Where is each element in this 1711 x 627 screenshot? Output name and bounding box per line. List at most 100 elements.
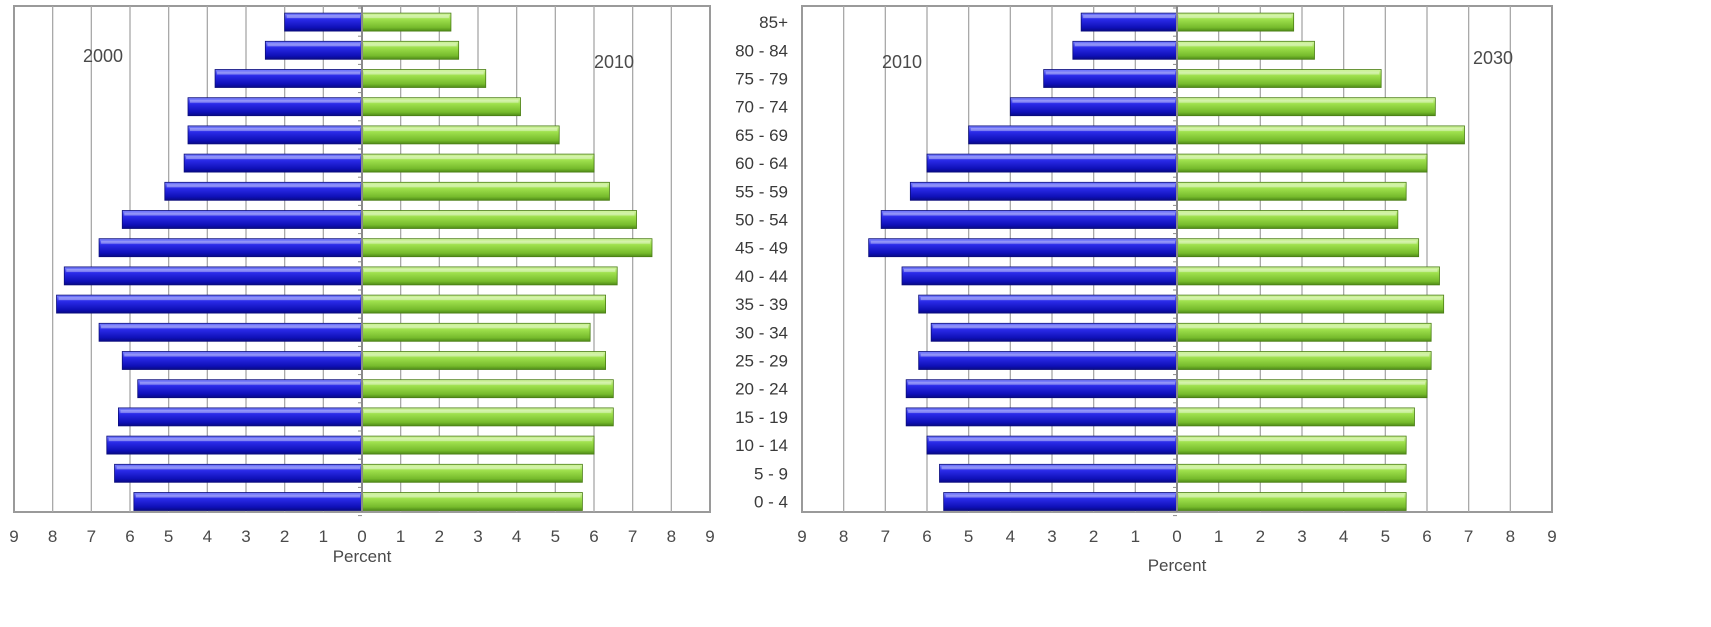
bar-highlight: [1179, 325, 1430, 329]
bar-highlight: [904, 268, 1175, 272]
age-group-label: 70 - 74: [735, 98, 788, 117]
bar-highlight: [970, 127, 1175, 131]
bar-highlight: [1179, 466, 1405, 470]
bar-highlight: [116, 466, 361, 470]
x-tick-label: 4: [203, 527, 212, 546]
x-tick-label: 7: [881, 527, 890, 546]
x-tick-label: 9: [797, 527, 806, 546]
bar-highlight: [1083, 15, 1175, 19]
x-tick-label: 1: [319, 527, 328, 546]
bar-highlight: [120, 409, 361, 413]
age-group-label: 55 - 59: [735, 182, 788, 201]
x-tick-label: 9: [1547, 527, 1556, 546]
bar-highlight: [186, 156, 360, 160]
bar-highlight: [908, 381, 1175, 385]
bar-highlight: [1179, 353, 1430, 357]
bar-highlight: [364, 184, 608, 188]
bar-highlight: [1179, 381, 1425, 385]
bar-highlight: [908, 409, 1175, 413]
age-group-label: 15 - 19: [735, 408, 788, 427]
x-tick-label: 8: [839, 527, 848, 546]
x-tick-label: 0: [357, 527, 366, 546]
bar-highlight: [1179, 409, 1413, 413]
x-tick-label: 8: [667, 527, 676, 546]
x-tick-label: 6: [125, 527, 134, 546]
x-tick-label: 2: [280, 527, 289, 546]
bar-highlight: [1179, 15, 1292, 19]
age-group-label: 80 - 84: [735, 41, 788, 60]
age-group-label: 60 - 64: [735, 154, 788, 173]
bar-highlight: [66, 268, 361, 272]
bar-highlight: [1179, 268, 1438, 272]
bar-highlight: [364, 325, 589, 329]
x-tick-label: 1: [396, 527, 405, 546]
bar-highlight: [920, 297, 1175, 301]
age-group-label: 0 - 4: [754, 493, 788, 512]
bar-highlight: [920, 353, 1175, 357]
bar-highlight: [139, 381, 360, 385]
bar-highlight: [364, 127, 558, 131]
bar-highlight: [364, 156, 592, 160]
bar-highlight: [124, 212, 361, 216]
bar-highlight: [364, 409, 612, 413]
x-tick-label: 7: [1464, 527, 1473, 546]
bar-highlight: [364, 381, 612, 385]
x-tick-label: 7: [628, 527, 637, 546]
x-tick-label: 5: [964, 527, 973, 546]
x-tick-label: 2: [1089, 527, 1098, 546]
bar-highlight: [945, 494, 1175, 498]
bar-highlight: [166, 184, 360, 188]
x-tick-label: 2: [435, 527, 444, 546]
bar-highlight: [364, 43, 457, 47]
bar-highlight: [101, 325, 361, 329]
x-axis-label: Percent: [1148, 556, 1207, 575]
bar-highlight: [364, 99, 519, 103]
x-tick-label: 6: [922, 527, 931, 546]
bar-highlight: [364, 268, 616, 272]
bar-highlight: [1179, 297, 1442, 301]
bar-highlight: [135, 494, 360, 498]
x-tick-label: 3: [1297, 527, 1306, 546]
bar-highlight: [1012, 99, 1175, 103]
bar-highlight: [1045, 71, 1175, 75]
x-tick-label: 2: [1256, 527, 1265, 546]
age-group-label: 75 - 79: [735, 70, 788, 89]
series-label-right: 2030: [1473, 48, 1513, 68]
x-tick-label: 4: [1006, 527, 1015, 546]
bar-highlight: [883, 212, 1175, 216]
x-tick-label: 6: [589, 527, 598, 546]
x-tick-label: 9: [705, 527, 714, 546]
bar-highlight: [267, 43, 360, 47]
bar-highlight: [58, 297, 361, 301]
bar-highlight: [1179, 184, 1405, 188]
bar-highlight: [364, 438, 592, 442]
bar-highlight: [1179, 438, 1405, 442]
bar-highlight: [364, 212, 635, 216]
bar-highlight: [929, 156, 1175, 160]
bar-highlight: [364, 71, 484, 75]
x-tick-label: 4: [1339, 527, 1348, 546]
bar-highlight: [190, 99, 360, 103]
x-tick-label: 3: [473, 527, 482, 546]
x-tick-label: 8: [48, 527, 57, 546]
bar-highlight: [364, 353, 604, 357]
x-tick-label: 5: [1381, 527, 1390, 546]
x-tick-label: 4: [512, 527, 521, 546]
bar-highlight: [124, 353, 361, 357]
x-tick-label: 5: [551, 527, 560, 546]
pyramid-chart-2000-vs-2010: 9 8 7 6 5 4 3 2 1 0 1 2 3 4 5 6 7 8 9 Percent 2000 2010: [9, 5, 715, 566]
bar-highlight: [364, 297, 604, 301]
x-tick-label: 5: [164, 527, 173, 546]
bar-highlight: [1074, 43, 1175, 47]
series-label-left: 2000: [83, 46, 123, 66]
series-label-left: 2010: [882, 52, 922, 72]
x-tick-label: 0: [1172, 527, 1181, 546]
bar-highlight: [912, 184, 1175, 188]
age-group-label: 10 - 14: [735, 436, 788, 455]
x-tick-label: 7: [87, 527, 96, 546]
bar-highlight: [190, 127, 360, 131]
bar-highlight: [1179, 71, 1380, 75]
bar-highlight: [101, 240, 361, 244]
bar-highlight: [286, 15, 360, 19]
